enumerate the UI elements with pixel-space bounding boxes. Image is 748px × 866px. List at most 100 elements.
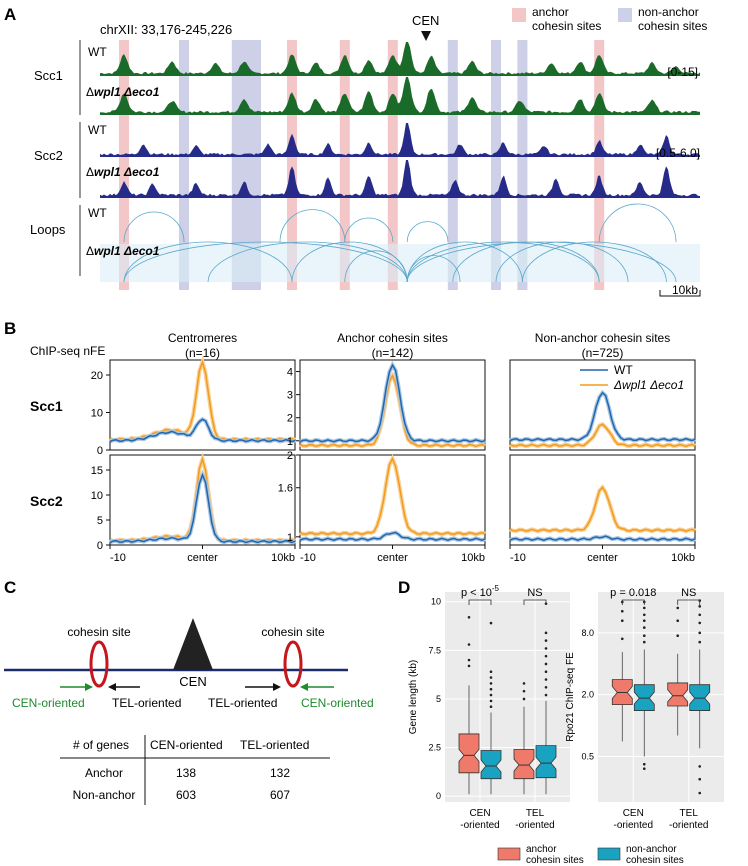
outlier-point <box>642 634 646 638</box>
tel-oriented-arrowhead-left <box>108 683 116 691</box>
table-row-label-anchor: Anchor <box>85 766 123 780</box>
pvalue-label: NS <box>681 587 696 599</box>
x-group-label: TEL <box>526 808 545 819</box>
mutant-profile-line <box>299 374 486 448</box>
scc1-mutant-track <box>100 77 700 115</box>
xtick-label: center <box>377 552 408 564</box>
box <box>667 682 689 707</box>
pvalue-label: NS <box>527 587 542 599</box>
mutant-loop-arc <box>123 241 293 283</box>
table-row-label-nonanchor: Non-anchor <box>73 788 136 802</box>
cen-oriented-label-left: CEN-oriented <box>12 696 85 710</box>
column-n: (n=725) <box>582 346 624 360</box>
cohesin-ring-left-icon <box>89 640 109 688</box>
outlier-point <box>676 634 680 638</box>
outlier-point <box>544 654 548 658</box>
column-n: (n=16) <box>185 346 220 360</box>
mutant-loop-arc <box>344 250 408 283</box>
outlier-point <box>544 639 548 642</box>
scc1-range: [0-15] <box>667 65 698 79</box>
legend-anchor-line2: cohesin sites <box>526 855 584 866</box>
group-label-scc2: Scc2 <box>34 148 63 163</box>
anchor-site-band <box>287 40 297 290</box>
outlier-point <box>620 637 624 641</box>
outlier-point <box>676 619 680 623</box>
outlier-point <box>698 613 702 617</box>
outlier-point <box>620 619 624 623</box>
nonanchor-site-band <box>491 40 501 290</box>
outlier-point <box>522 682 526 685</box>
ytick-label: 0.5 <box>581 751 594 761</box>
ytick-label: 1.6 <box>278 483 293 495</box>
box <box>480 750 502 780</box>
nonanchor-site-band <box>251 40 261 290</box>
x-group-label: -oriented <box>515 820 554 831</box>
track-label-loops-wt: WT <box>88 206 107 220</box>
column-title: Non-anchor cohesin sites <box>535 331 670 345</box>
nonanchor-site-band <box>517 40 528 290</box>
cen-oriented-arrowhead-left <box>85 683 93 691</box>
wt-profile-line <box>299 531 486 541</box>
wt-loop-arc <box>279 209 346 243</box>
legend-mutant-label: Δwpl1 Δeco1 <box>613 378 684 392</box>
outlier-point <box>489 693 493 697</box>
outlier-point <box>544 693 548 697</box>
outlier-point <box>467 658 471 662</box>
pvalue-label: p = 0.018 <box>610 587 656 599</box>
x-group-label: -oriented <box>614 820 653 831</box>
table-header-tel: TEL-oriented <box>240 738 309 752</box>
x-group-label: -oriented <box>460 820 499 831</box>
wt-ci-band <box>109 469 296 545</box>
outlier-point <box>467 615 471 619</box>
anchor-site-band <box>387 40 398 290</box>
xtick-label: 10kb <box>671 552 695 564</box>
wt-profile-line <box>299 363 486 443</box>
mutant-loop-arc <box>406 255 461 283</box>
wt-profile-line <box>509 535 696 541</box>
wt-ci-band <box>509 389 696 443</box>
xtick-label: -10 <box>510 552 526 564</box>
anchor-legend-line1: anchor <box>532 5 569 19</box>
mutant-loop-arc <box>207 241 408 283</box>
xtick-label: center <box>587 552 618 564</box>
pvalue-exponent: -5 <box>492 584 500 593</box>
outlier-point <box>522 689 526 693</box>
scc2-wt-track <box>100 123 700 157</box>
scc2-range: [0.5-6.0] <box>656 146 700 160</box>
legend-nonanchor-line1: non-anchor <box>626 844 677 855</box>
xtick-label: 10kb <box>271 552 295 564</box>
ytick-label: 10 <box>431 597 441 607</box>
outlier-point <box>620 609 624 613</box>
significance-bracket <box>621 599 645 605</box>
outlier-point <box>489 699 493 703</box>
group-label-scc1: Scc1 <box>34 68 63 83</box>
mutant-loop-arc <box>123 241 408 283</box>
scc1-wt-track <box>100 42 700 76</box>
outlier-point <box>642 762 646 766</box>
outlier-point <box>698 631 702 635</box>
anchor-site-band <box>594 40 605 290</box>
wt-profile-line <box>109 418 296 443</box>
outlier-point <box>642 613 646 617</box>
y-axis-label: Gene length (kb) <box>408 660 419 735</box>
cen-oriented-arrowhead-right <box>300 683 308 691</box>
xtick-label: -10 <box>110 552 126 564</box>
outlier-point <box>467 643 471 646</box>
outlier-point <box>698 640 702 644</box>
subplot-frame <box>299 359 486 451</box>
legend-wt-label: WT <box>614 363 633 377</box>
outlier-point <box>522 697 526 701</box>
ytick-label: 10 <box>91 490 103 502</box>
ytick-label: 2.0 <box>581 690 594 700</box>
legend-nonanchor-line2: cohesin sites <box>626 855 684 866</box>
nonanchor-legend-line1: non-anchor <box>638 5 699 19</box>
mutant-ci-band <box>509 421 696 449</box>
outlier-point <box>544 685 548 689</box>
ytick-label: 5 <box>436 694 441 704</box>
track-label-scc2-mut-text: wpl1 Δeco1 <box>94 165 160 179</box>
x-group-label: CEN <box>469 808 490 819</box>
legend-anchor-line1: anchor <box>526 844 557 855</box>
track-label-scc2-wt: WT <box>88 123 107 137</box>
mutant-ci-band <box>509 484 696 534</box>
